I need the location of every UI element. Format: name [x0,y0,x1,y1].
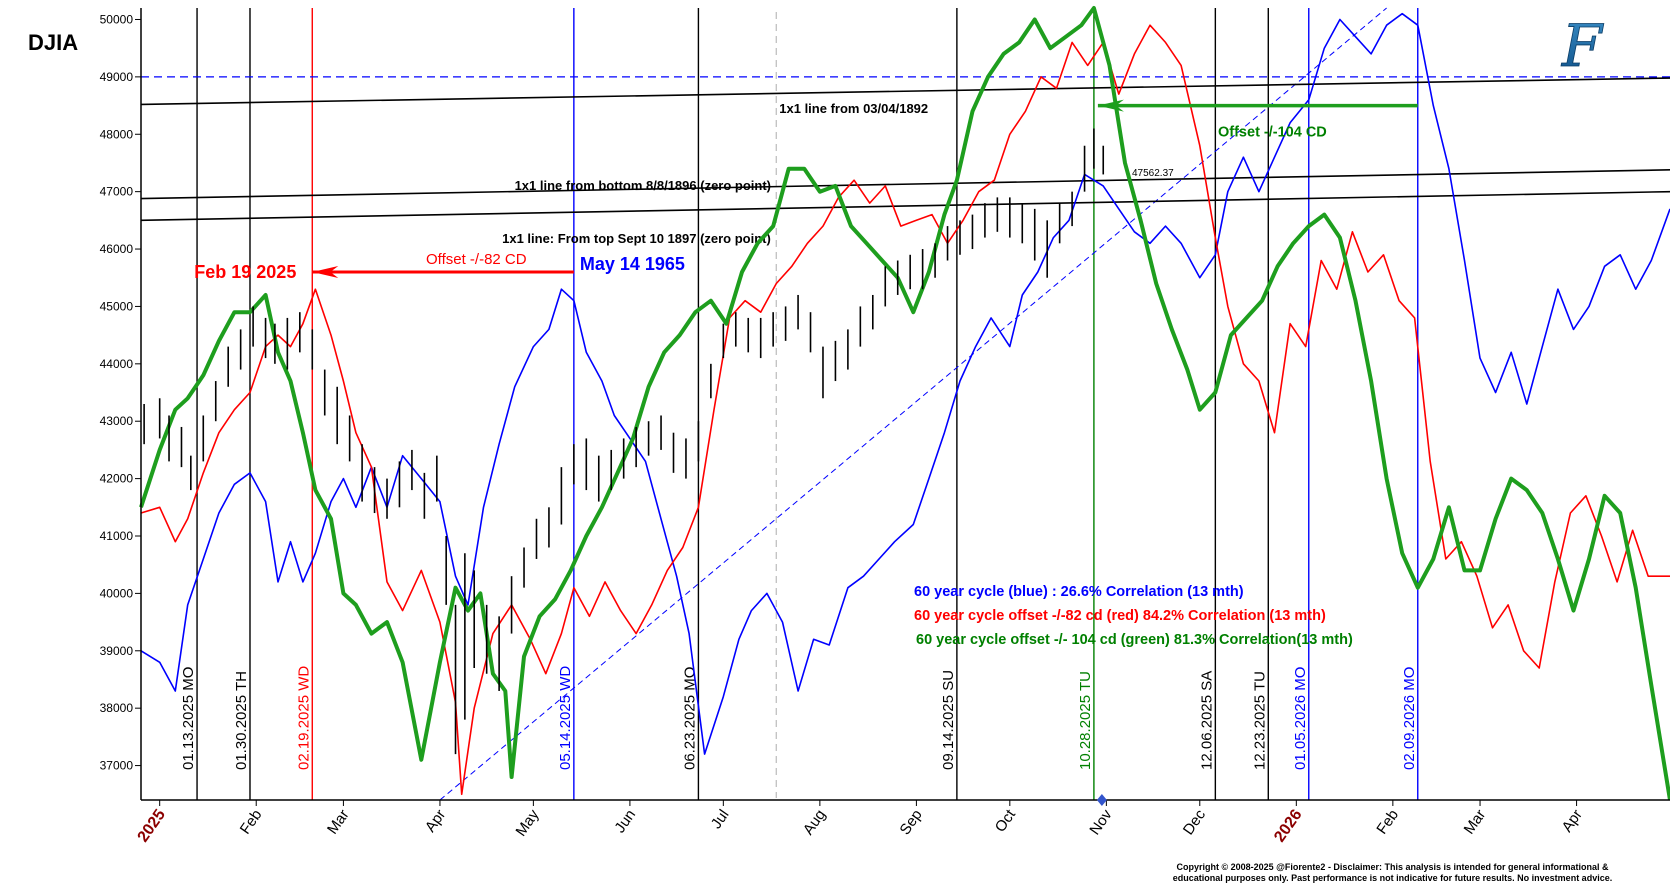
y-tick-label: 43000 [100,414,134,428]
vertical-marker-label: 12.06.2025 SA [1198,671,1215,770]
y-tick-label: 49000 [100,70,134,84]
y-tick-label: 45000 [100,299,134,313]
vertical-marker-label: 06.23.2025 MO [681,667,698,770]
diamond-icon [1096,794,1107,806]
y-tick-label: 47000 [100,185,134,199]
y-tick-label: 44000 [100,357,134,371]
legend-blue: 60 year cycle (blue) : 26.6% Correlation… [914,584,1244,600]
annotation-feb-19-2025: Feb 19 2025 [194,262,296,282]
vertical-marker-label: 05.14.2025 WD [557,666,574,770]
annotation-may-14-1965: May 14 1965 [580,254,685,274]
vertical-marker-label: 01.30.2025 TH [233,671,250,770]
trend-line [439,7,1387,801]
reference-line [140,190,1670,222]
legend-green: 60 year cycle offset -/- 104 cd (green) … [916,632,1353,648]
y-tick-label: 46000 [100,242,134,256]
vertical-marker-label: 02.09.2026 MO [1401,667,1418,770]
y-tick-label: 38000 [100,701,134,715]
y-tick-label: 39000 [100,644,134,658]
y-tick-label: 48000 [100,127,134,141]
vertical-marker-label: 10.28.2025 TU [1077,671,1094,770]
vertical-marker-label: 01.05.2026 MO [1292,667,1309,770]
copyright-line-2: educational purposes only. Past performa… [1172,873,1613,883]
logo-letter: F [1561,14,1604,78]
reference-line-label: 1x1 line from bottom 8/8/1896 (zero poin… [515,178,771,193]
cycle-series-line [139,6,1670,801]
offset-104-arrow-head [1097,99,1124,112]
y-tick-label: 50000 [100,12,134,26]
reference-line [140,169,1670,200]
legend-red: 60 year cycle offset -/-82 cd (red) 84.2… [914,608,1326,624]
cycle-series-line [140,12,1670,755]
offset-82-arrow-head [312,266,339,278]
y-tick-label: 42000 [100,472,134,486]
reference-line-label: 1x1 line from 03/04/1892 [779,101,928,116]
fiorente-logo-icon: F [1560,14,1604,78]
vertical-marker-label: 12.23.2025 TU [1251,671,1268,770]
y-tick-label: 37000 [100,759,134,773]
copyright-line-1: Copyright © 2008-2025 @Fiorente2 - Discl… [1176,862,1609,872]
chart-title: DJIA [28,30,78,55]
y-tick-label: 41000 [100,529,134,543]
y-tick-label: 40000 [100,586,134,600]
reference-line-label: 1x1 line: From top Sept 10 1897 (zero po… [502,231,771,246]
vertical-marker-label: 01.13.2025 MO [180,667,197,770]
reference-line [140,77,1670,106]
legend: 60 year cycle (blue) : 26.6% Correlation… [914,584,1353,648]
copyright-disclaimer: Copyright © 2008-2025 @Fiorente2 - Discl… [1120,862,1665,884]
cycle-series-line [140,24,1670,796]
vertical-marker-label: 02.19.2025 WD [295,666,312,770]
vertical-marker-label: 09.14.2025 SU [940,670,957,770]
annotation-price-label: 47562.37 [1132,168,1174,179]
annotation-offset-82: Offset -/-82 CD [426,251,527,268]
annotation-offset-104: Offset -/-104 CD [1218,125,1327,141]
